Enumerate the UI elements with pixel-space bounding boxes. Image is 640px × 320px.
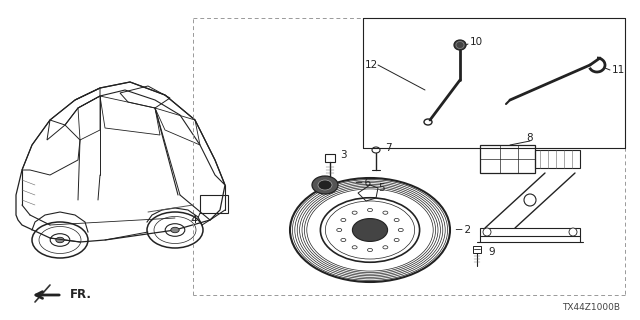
Ellipse shape: [367, 248, 372, 252]
Circle shape: [569, 228, 577, 236]
Text: ─ 6: ─ 6: [355, 178, 371, 188]
Ellipse shape: [171, 227, 179, 233]
Ellipse shape: [367, 208, 372, 212]
Text: 7: 7: [385, 143, 392, 153]
Ellipse shape: [337, 228, 342, 232]
Ellipse shape: [353, 219, 388, 241]
Ellipse shape: [312, 176, 338, 194]
Ellipse shape: [383, 246, 388, 249]
Bar: [535, 150, 580, 168]
Text: 5: 5: [378, 183, 385, 193]
Ellipse shape: [352, 211, 357, 214]
Text: 8: 8: [527, 133, 533, 143]
Text: 4: 4: [190, 215, 197, 225]
Bar: [480, 145, 535, 173]
Ellipse shape: [352, 246, 357, 249]
Circle shape: [524, 194, 536, 206]
Text: FR.: FR.: [70, 289, 92, 301]
Ellipse shape: [56, 237, 64, 243]
Ellipse shape: [394, 238, 399, 242]
Ellipse shape: [341, 238, 346, 242]
Ellipse shape: [454, 40, 466, 50]
Text: 10: 10: [470, 37, 483, 47]
Bar: [200, 195, 228, 213]
Text: TX44Z1000B: TX44Z1000B: [562, 303, 620, 312]
Ellipse shape: [341, 219, 346, 222]
Text: 12: 12: [365, 60, 378, 70]
Ellipse shape: [394, 219, 399, 222]
Ellipse shape: [383, 211, 388, 214]
Bar: [480, 228, 580, 236]
Circle shape: [483, 228, 491, 236]
Text: 11: 11: [612, 65, 625, 75]
Text: 9: 9: [488, 247, 495, 257]
Bar: [325, 154, 335, 162]
Ellipse shape: [318, 180, 332, 190]
Text: ─ 2: ─ 2: [455, 225, 471, 235]
Text: 3: 3: [340, 150, 347, 160]
Ellipse shape: [398, 228, 403, 232]
Bar: [473, 246, 481, 253]
